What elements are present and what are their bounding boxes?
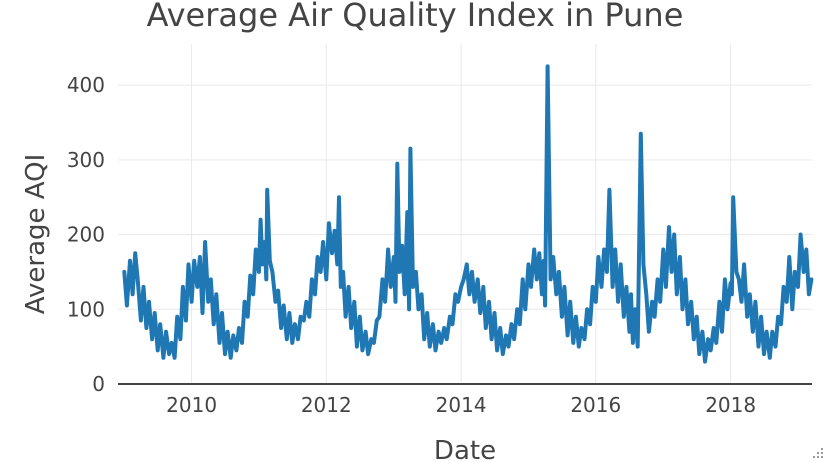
x-tick-label: 2014 [436, 393, 487, 417]
y-tick-label: 200 [67, 223, 105, 247]
gridlines [118, 44, 812, 385]
y-axis-title: Average AQI [21, 154, 51, 315]
x-tick-label: 2018 [705, 393, 756, 417]
series-layer [122, 64, 814, 364]
x-tick-label: 2010 [166, 393, 217, 417]
y-tick-label: 100 [67, 297, 105, 321]
y-axis-ticks: 0 100 200 300 400 [67, 73, 105, 396]
y-tick-label: 400 [67, 73, 105, 97]
chart-title: Average Air Quality Index in Pune [147, 0, 684, 34]
x-tick-label: 2016 [570, 393, 621, 417]
y-tick-label: 0 [92, 372, 105, 396]
resize-handle[interactable] [813, 448, 823, 458]
x-axis-title: Date [434, 436, 496, 462]
x-tick-label: 2012 [301, 393, 352, 417]
x-axis-ticks: 2010 2012 2014 2016 2018 [166, 393, 756, 417]
y-tick-label: 300 [67, 148, 105, 172]
series-line [122, 64, 814, 364]
